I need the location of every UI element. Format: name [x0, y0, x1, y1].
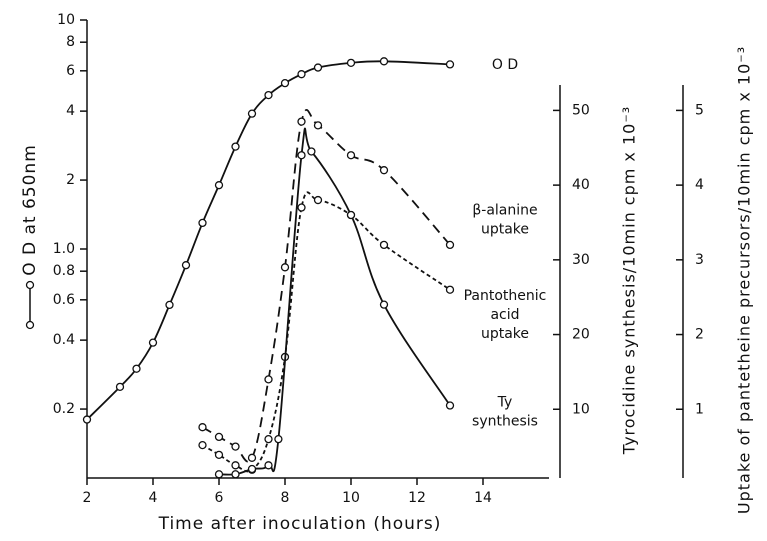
data-point [280, 263, 290, 272]
data-point [313, 63, 323, 72]
y-tick-label: 6 [66, 63, 75, 79]
y2-axis-title: Tyrocidine synthesis/10min cpm x 10⁻³ [620, 106, 639, 455]
series-line [86, 60, 451, 421]
y2ticks-label: 30 [572, 252, 590, 268]
data-point [231, 142, 240, 151]
y-tick-label: 0.4 [53, 332, 75, 348]
y2ticks-label: 10 [572, 401, 590, 417]
x-tick-label: 2 [83, 490, 92, 506]
y-tick-label: 10 [57, 12, 75, 28]
data-point [445, 285, 455, 294]
y3ticks-label: 3 [695, 252, 704, 268]
y-axis-title: O D at 650nm [20, 144, 40, 276]
x-tick-label: 6 [215, 490, 224, 506]
y2ticks-label: 20 [572, 327, 590, 343]
x-tick-label: 4 [149, 490, 158, 506]
data-point [214, 470, 224, 479]
x-tick-label: 8 [281, 490, 290, 506]
data-point [231, 461, 240, 470]
data-point [264, 375, 273, 384]
data-point [264, 461, 273, 470]
data-point [231, 442, 240, 451]
y-tick-label: 1.0 [53, 241, 75, 257]
series-line [218, 127, 451, 476]
data-point [214, 450, 224, 459]
data-point [297, 117, 306, 126]
data-point [165, 300, 174, 310]
data-point [280, 78, 290, 88]
series-line [202, 109, 451, 463]
data-point [445, 240, 455, 250]
y-axis-symbol [25, 280, 35, 330]
y-tick-label: 4 [66, 103, 75, 119]
y3ticks-label: 5 [695, 102, 704, 118]
data-point [379, 300, 389, 309]
data-point [297, 70, 306, 79]
y-tick-label: 2 [66, 172, 75, 188]
data-point [198, 218, 207, 228]
series-label: Pantothenic acid uptake [464, 288, 547, 342]
data-point [198, 440, 207, 450]
data-point [132, 364, 141, 373]
data-point [379, 240, 389, 250]
data-point [274, 434, 283, 444]
x-tick-label: 14 [474, 490, 492, 506]
y3ticks-label: 2 [695, 327, 704, 343]
series-label: Ty synthesis [472, 395, 538, 430]
data-point [115, 382, 125, 392]
data-point [346, 58, 356, 67]
y-tick-label: 0.8 [53, 263, 75, 279]
data-point [264, 90, 273, 100]
data-point [198, 423, 207, 432]
x-tick-label: 10 [342, 490, 360, 506]
data-point [247, 464, 257, 474]
data-point [307, 147, 316, 156]
data-point [445, 401, 455, 410]
data-point [379, 166, 389, 175]
data-point [313, 195, 323, 205]
series-label: β-alanine uptake [472, 203, 537, 238]
data-point [297, 151, 306, 160]
data-point [379, 57, 389, 66]
y3ticks-label: 4 [695, 177, 704, 193]
data-point [247, 109, 257, 118]
data-point [346, 151, 356, 160]
y-tick-label: 8 [66, 34, 75, 50]
data-point [264, 434, 273, 444]
data-point [214, 432, 224, 442]
y2ticks-label: 40 [572, 177, 590, 193]
x-tick-label: 12 [408, 490, 426, 506]
x-axis-title: Time after inoculation (hours) [158, 514, 442, 534]
data-point [231, 470, 240, 479]
y-tick-label: 0.2 [53, 401, 75, 417]
data-point [82, 415, 92, 424]
y2ticks-label: 50 [572, 102, 590, 118]
data-point [181, 261, 191, 270]
data-point [346, 210, 356, 220]
data-point [445, 60, 455, 69]
data-point [148, 338, 158, 347]
y-tick-label: 0.6 [53, 292, 75, 308]
data-point [214, 181, 224, 190]
data-point [247, 453, 257, 462]
data-point [297, 203, 306, 212]
y3-axis-title: Uptake of pantetheine precursors/10min c… [735, 46, 754, 514]
series-line [202, 191, 451, 473]
series-label: O D [492, 57, 518, 73]
data-point [313, 121, 323, 130]
y3ticks-label: 1 [695, 401, 704, 417]
